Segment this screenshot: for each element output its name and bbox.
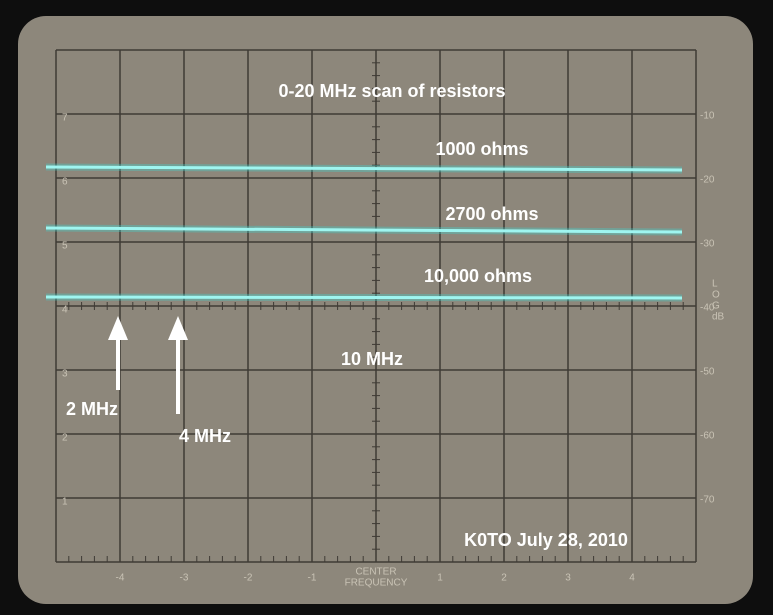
- right-label: -40: [700, 303, 715, 314]
- marker-label: 4 MHz: [179, 426, 231, 446]
- center-caption: FREQUENCY: [345, 578, 408, 589]
- trace: [45, 165, 683, 172]
- axis-label: L: [712, 279, 718, 290]
- axis-label: O: [712, 290, 720, 301]
- title: 0-20 MHz scan of resistors: [278, 81, 505, 101]
- trace-label: 2700 ohms: [445, 204, 538, 224]
- right-label: -30: [700, 239, 715, 250]
- right-label: -10: [700, 111, 715, 122]
- right-label: -70: [700, 495, 715, 506]
- left-label: 7: [62, 113, 68, 124]
- bottom-label: -1: [308, 573, 317, 584]
- left-label: 4: [62, 305, 68, 316]
- left-label: 5: [62, 241, 68, 252]
- bottom-label: -2: [244, 573, 253, 584]
- axis-label: G: [712, 301, 720, 312]
- trace: [45, 295, 683, 300]
- bottom-label: 4: [629, 573, 635, 584]
- right-label: -20: [700, 175, 715, 186]
- bottom-label: 2: [501, 573, 507, 584]
- trace-label: 1000 ohms: [435, 139, 528, 159]
- bottom-label: 1: [437, 573, 443, 584]
- left-label: 6: [62, 177, 68, 188]
- trace: [45, 226, 683, 234]
- right-label: -60: [700, 431, 715, 442]
- trace-label: 10,000 ohms: [424, 266, 532, 286]
- bottom-label: 3: [565, 573, 571, 584]
- axis-label: dB: [712, 312, 725, 323]
- left-label: 3: [62, 369, 68, 380]
- credit: K0TO July 28, 2010: [464, 530, 628, 550]
- left-label: 1: [62, 497, 68, 508]
- bottom-label: -3: [180, 573, 189, 584]
- bottom-label: -4: [116, 573, 125, 584]
- center-label: 10 MHz: [341, 349, 403, 369]
- crt-screen: [18, 16, 753, 604]
- traces: [45, 163, 683, 302]
- left-label: 2: [62, 433, 68, 444]
- right-label: -50: [700, 367, 715, 378]
- arrow-head: [108, 316, 128, 340]
- arrow-head: [168, 316, 188, 340]
- marker-label: 2 MHz: [66, 399, 118, 419]
- center-caption: CENTER: [355, 567, 396, 578]
